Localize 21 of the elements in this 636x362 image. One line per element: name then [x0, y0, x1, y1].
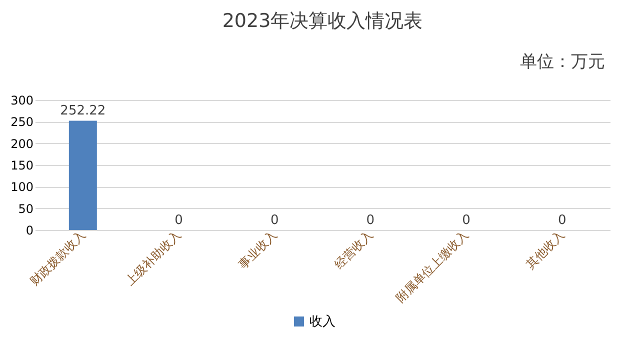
y-tick-label: 250 — [10, 115, 34, 130]
data-label: 0 — [558, 213, 566, 228]
y-tick-label: 300 — [10, 94, 34, 108]
y-tick-label: 150 — [10, 158, 34, 172]
x-tick-label: 经营收入 — [332, 228, 376, 272]
x-tick-label: 事业收入 — [236, 228, 280, 272]
x-tick-label: 附属单位上缴收入 — [393, 228, 472, 306]
x-tick-label: 上级补助收入 — [122, 228, 184, 288]
y-tick-label: 50 — [18, 202, 34, 216]
data-label: 0 — [366, 213, 375, 228]
y-tick-label: 100 — [10, 180, 34, 194]
data-label: 0 — [174, 213, 183, 228]
text: 单位：万元 — [520, 52, 605, 72]
data-label: 0 — [270, 213, 279, 228]
data-label: 252.22 — [60, 104, 106, 119]
y-tick-label: 0 — [26, 224, 34, 238]
y-tick-label: 200 — [10, 136, 34, 151]
x-tick-label: 其他收入 — [523, 228, 568, 272]
chart-title: 2023年决算收入情况表 — [222, 10, 423, 32]
data-label: 0 — [462, 213, 470, 228]
legend-label: 收入 — [310, 314, 336, 330]
